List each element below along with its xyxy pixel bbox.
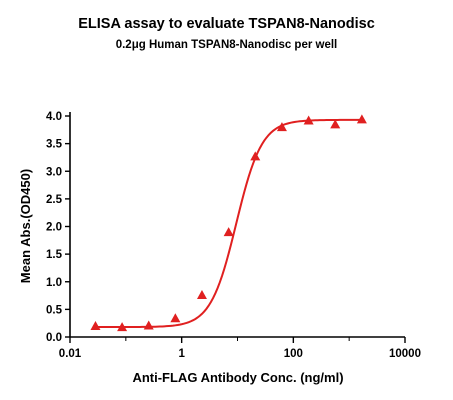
data-point-marker	[143, 320, 154, 330]
y-tick-label: 1.5	[46, 249, 63, 261]
y-tick-label: 3.0	[46, 166, 62, 178]
y-tick-label: 0.0	[46, 332, 62, 344]
data-point-marker	[303, 115, 314, 125]
data-point-marker	[196, 290, 207, 300]
x-tick-label: 1	[178, 348, 185, 360]
y-tick-label: 3.5	[46, 139, 63, 151]
data-markers	[90, 114, 367, 332]
x-tick-label: 100	[284, 348, 303, 360]
data-point-marker	[356, 114, 367, 124]
chart-title: ELISA assay to evaluate TSPAN8-Nanodisc	[78, 16, 375, 32]
x-axis-label: Anti-FLAG Antibody Conc. (ng/ml)	[132, 370, 343, 385]
y-tick-label: 1.0	[46, 277, 62, 289]
data-point-marker	[223, 227, 234, 237]
y-axis-label: Mean Abs.(OD450)	[18, 169, 33, 283]
y-ticks: 0.0 0.5 1.0 1.5 2.0 2.5 3.0 3.5 4.0	[46, 111, 70, 344]
y-tick-label: 4.0	[46, 111, 62, 123]
x-tick-label: 0.01	[59, 348, 82, 360]
data-point-marker	[117, 322, 128, 332]
data-point-marker	[330, 119, 341, 129]
fit-curve	[95, 118, 362, 329]
x-tick-label: 10000	[389, 348, 421, 360]
x-ticks: 0.01 1 100 10000	[59, 337, 421, 360]
chart-subtitle: 0.2μg Human TSPAN8-Nanodisc per well	[116, 39, 338, 51]
y-tick-label: 0.5	[46, 304, 63, 316]
data-point-marker	[250, 151, 261, 161]
y-tick-label: 2.0	[46, 222, 62, 234]
axes: 0.0 0.5 1.0 1.5 2.0 2.5 3.0 3.5 4.0 0.01 1 100 1000…	[46, 111, 421, 360]
data-point-marker	[90, 321, 101, 330]
y-tick-label: 2.5	[46, 194, 63, 206]
data-point-marker	[170, 313, 181, 323]
data-point-marker	[276, 122, 287, 132]
